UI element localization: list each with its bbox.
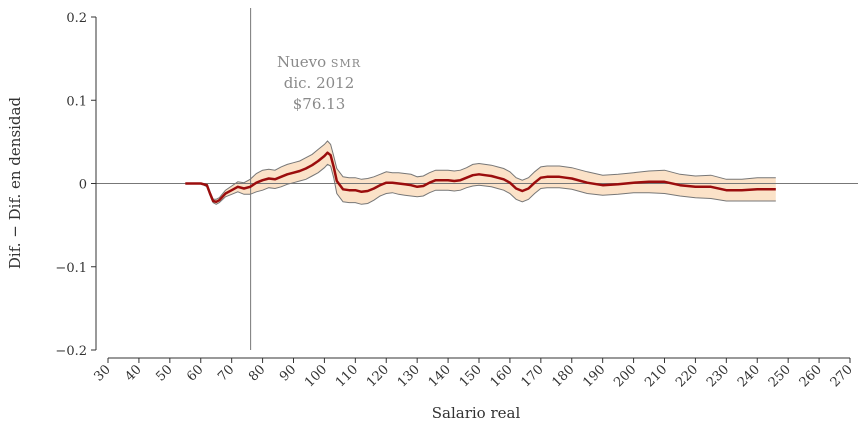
x-tick-label: 70: [215, 362, 237, 384]
x-tick-label: 110: [333, 362, 361, 390]
x-tick-label: 150: [457, 362, 485, 390]
y-tick-label: −0.2: [55, 344, 87, 359]
x-tick-label: 120: [364, 362, 392, 390]
confidence-band: [185, 141, 776, 205]
x-tick-label: 240: [735, 362, 763, 390]
x-tick-label: 190: [580, 362, 608, 390]
x-tick-label: 270: [828, 362, 856, 390]
y-tick-label: −0.1: [55, 261, 87, 276]
y-tick-label: 0.2: [66, 11, 87, 26]
x-tick-label: 130: [395, 362, 423, 390]
x-tick-label: 170: [518, 362, 546, 390]
band-lower-edge: [185, 163, 776, 205]
y-axis-title: Dif. − Dif. en densidad: [6, 97, 24, 270]
x-tick-label: 210: [642, 362, 670, 390]
x-tick-label: 250: [766, 362, 794, 390]
x-tick-label: 60: [184, 362, 206, 384]
y-tick-label: 0.1: [66, 94, 87, 109]
annotation-layer: Nuevo smr dic. 2012 $76.13: [277, 53, 361, 113]
x-tick-label: 80: [246, 362, 268, 384]
annotation-line: $76.13: [293, 95, 346, 113]
x-tick-label: 200: [611, 362, 639, 390]
confidence-band-layer: [185, 140, 776, 205]
x-axis-title: Salario real: [432, 404, 521, 422]
x-tick-label: 100: [302, 362, 330, 390]
x-tick-label: 50: [153, 362, 175, 384]
x-tick-label: 160: [488, 362, 516, 390]
x-tick-label: 220: [673, 362, 701, 390]
x-tick-label: 260: [797, 362, 825, 390]
annotation-line: Nuevo smr: [277, 53, 361, 71]
x-tick-label: 140: [426, 362, 454, 390]
annotation-line: dic. 2012: [284, 74, 355, 92]
series-line: [185, 151, 776, 204]
x-tick-label: 30: [92, 362, 114, 384]
x-tick-label: 180: [549, 362, 577, 390]
series-line-layer: [185, 151, 776, 204]
x-tick-label: 40: [122, 362, 144, 384]
band-upper-edge: [185, 140, 776, 200]
y-tick-label: 0: [79, 178, 87, 193]
x-tick-label: 90: [277, 362, 299, 384]
x-tick-label: 230: [704, 362, 732, 390]
axes-layer: [91, 16, 851, 363]
